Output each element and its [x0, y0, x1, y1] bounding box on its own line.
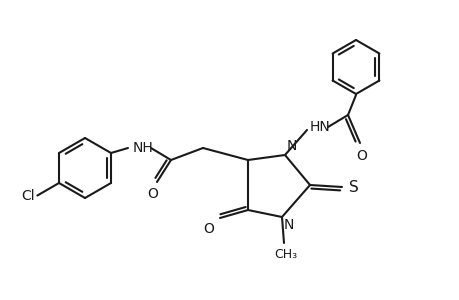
Text: HN: HN	[309, 120, 330, 134]
Text: O: O	[147, 187, 158, 201]
Text: Cl: Cl	[22, 188, 35, 203]
Text: O: O	[356, 149, 367, 163]
Text: O: O	[203, 222, 213, 236]
Text: NH: NH	[133, 141, 153, 155]
Text: N: N	[286, 139, 297, 153]
Text: N: N	[283, 218, 294, 232]
Text: S: S	[348, 179, 358, 194]
Text: CH₃: CH₃	[274, 248, 297, 261]
